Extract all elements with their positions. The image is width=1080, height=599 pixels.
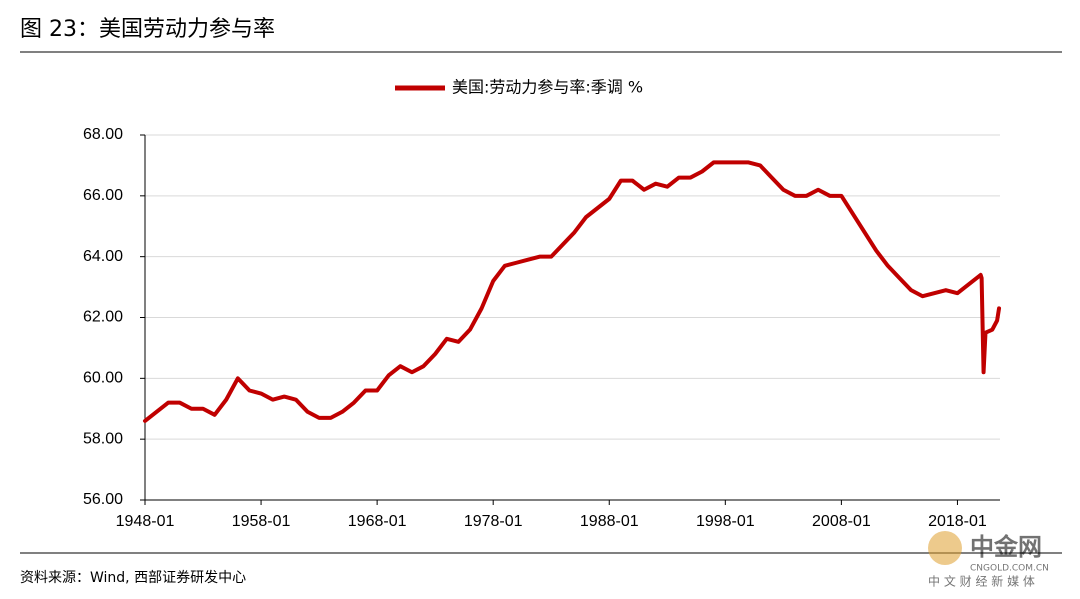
chart: 56.00 58.00 60.00 62.00 64.00 66.00 68.00 1948-… (83, 78, 1002, 530)
y-tick-label: 58.00 (83, 430, 123, 447)
x-tick-label: 1958-01 (232, 513, 291, 530)
y-tick-label: 62.00 (83, 309, 123, 326)
y-tick-label: 56.00 (83, 491, 123, 508)
x-tick-label: 2008-01 (812, 513, 871, 530)
y-tick-label: 60.00 (83, 370, 123, 387)
x-tick-label: 1988-01 (580, 513, 639, 530)
y-tick-label: 68.00 (83, 126, 123, 143)
watermark-slogan: 中 文 财 经 新 媒 体 (928, 574, 1035, 589)
legend-label: 美国:劳动力参与率:季调 % (452, 78, 643, 97)
watermark-name: 中金网 (970, 533, 1042, 561)
x-tick-label: 1968-01 (348, 513, 407, 530)
x-tick-label: 2018-01 (928, 513, 987, 530)
x-tick-label: 1998-01 (696, 513, 755, 530)
source: 资料来源：Wind, 西部证券研发中心 (20, 570, 246, 586)
title: 图 23：美国劳动力参与率 (20, 17, 275, 42)
watermark: 中金网 CNGOLD.COM.CN 中 文 财 经 新 媒 体 (928, 531, 1049, 589)
watermark-domain: CNGOLD.COM.CN (970, 564, 1049, 574)
y-tick-label: 66.00 (83, 187, 123, 204)
y-tick-label: 64.00 (83, 248, 123, 265)
x-tick-label: 1948-01 (116, 513, 175, 530)
watermark-logo (928, 531, 962, 565)
series-line (143, 160, 1002, 423)
x-tick-label: 1978-01 (464, 513, 523, 530)
